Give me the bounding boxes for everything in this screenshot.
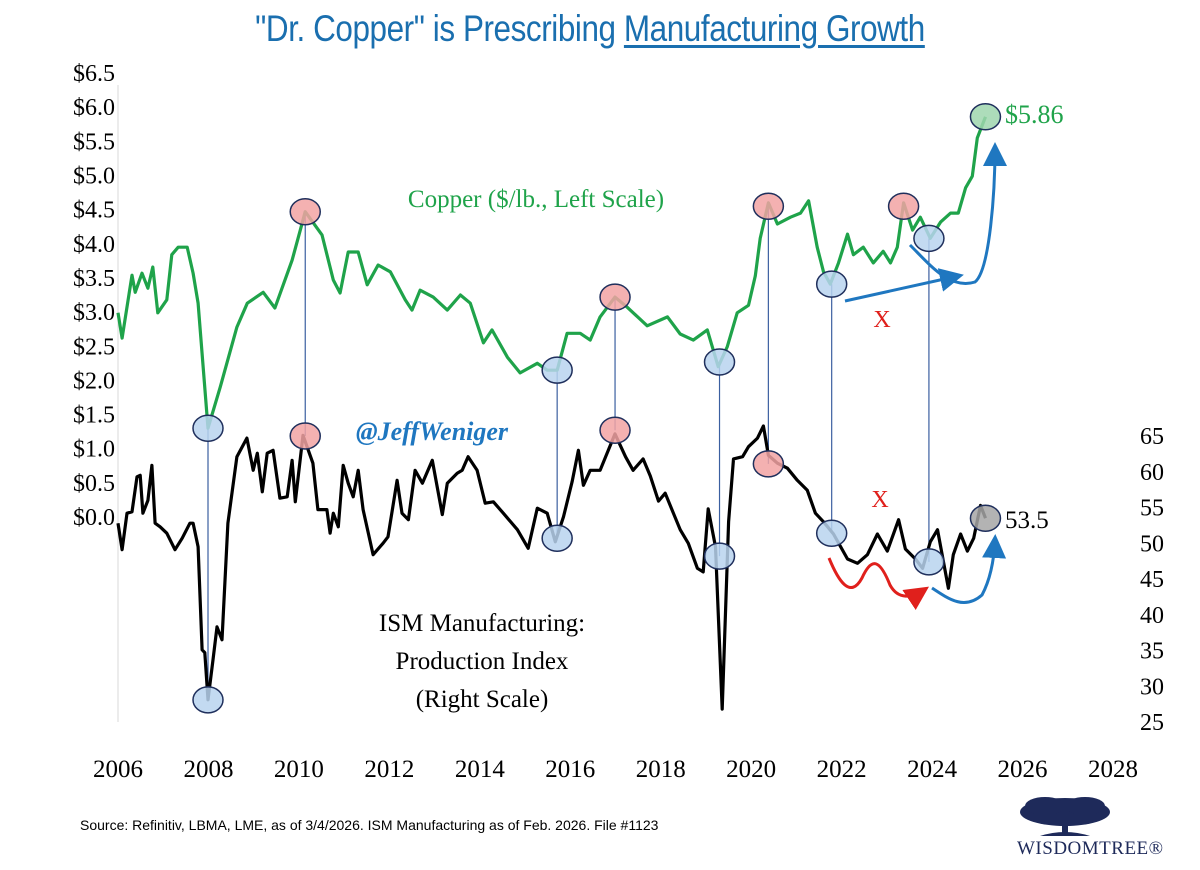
copper-peak-marker: [887, 192, 920, 220]
copper-trough-marker: [815, 270, 848, 298]
right-tick-label: 45: [1140, 567, 1164, 593]
ism-latest-label: 53.5: [1005, 507, 1049, 534]
left-tick-label: $0.5: [73, 471, 115, 497]
ism-trough-marker: [815, 519, 848, 547]
left-tick-label: $6.0: [73, 95, 115, 121]
blue-arrow-ism-curve: [931, 534, 1007, 605]
ism-series-line: [116, 424, 987, 711]
copper-peak-marker: [289, 197, 321, 226]
blue-arrow-copper-curve: [908, 142, 1007, 285]
wisdomtree-tree-logo: [1020, 797, 1110, 836]
right-tick-label: 30: [1140, 674, 1164, 700]
title-text: "Dr. Copper" is Prescribing: [255, 8, 624, 49]
ism-trough-marker: [192, 686, 224, 714]
wisdomtree-logo-text: WISDOMTREE®: [1017, 838, 1164, 859]
title-underlined-text: Manufacturing Growth: [623, 8, 925, 49]
left-tick-label: $3.5: [73, 266, 115, 292]
author-handle: @JeffWeniger: [356, 417, 509, 446]
x-mark-bottom: X: [871, 487, 888, 513]
x-axis-ticks: 2006 2008 2010 2012 2014 2016 2018 2020 2022 2024…: [93, 756, 1138, 783]
ism-latest-marker: [969, 504, 1002, 532]
ism-trough-marker: [541, 524, 573, 552]
left-tick-label: $4.0: [73, 232, 115, 258]
x-tick-label: 2008: [183, 756, 233, 783]
ism-label-line-3: (Right Scale): [416, 686, 549, 713]
left-tick-label: $2.5: [73, 334, 115, 360]
copper-trough-marker: [913, 224, 945, 253]
x-tick-label: 2012: [364, 756, 414, 783]
x-tick-label: 2006: [93, 756, 143, 783]
ism-label-line-2: Production Index: [396, 648, 569, 675]
x-tick-label: 2028: [1088, 756, 1138, 783]
copper-trough-marker: [192, 414, 224, 442]
left-tick-label: $1.0: [73, 437, 115, 463]
right-tick-label: 55: [1140, 496, 1164, 522]
x-tick-label: 2024: [907, 756, 958, 783]
right-tick-label: 50: [1140, 531, 1164, 557]
copper-trough-marker: [541, 356, 573, 384]
left-tick-label: $1.5: [73, 403, 115, 429]
ism-peak-marker: [599, 416, 631, 445]
left-tick-label: $2.0: [73, 368, 115, 394]
copper-trough-marker: [703, 348, 736, 376]
right-axis-ticks: 65 60 55 50 45 40 35 30 25: [1140, 424, 1164, 736]
left-tick-label: $3.0: [73, 300, 115, 326]
ism-peak-marker: [752, 450, 785, 478]
x-tick-label: 2026: [998, 756, 1048, 783]
ism-trough-marker: [913, 548, 945, 576]
markers: [192, 103, 1002, 714]
right-tick-label: 25: [1140, 710, 1164, 736]
blue-arrow-copper-straight: [844, 268, 964, 303]
left-tick-label: $0.0: [73, 505, 115, 531]
copper-peak-marker: [599, 283, 631, 311]
x-tick-label: 2018: [636, 756, 686, 783]
right-tick-label: 40: [1140, 603, 1164, 629]
right-tick-label: 60: [1140, 460, 1164, 486]
ism-peak-marker: [289, 422, 321, 450]
x-tick-label: 2022: [817, 756, 867, 783]
copper-latest-marker: [969, 103, 1002, 131]
left-tick-label: $5.5: [73, 129, 115, 155]
x-tick-label: 2010: [274, 756, 324, 783]
chart-title: "Dr. Copper" is Prescribing Manufacturin…: [89, 8, 1092, 50]
left-axis-ticks: $6.5 $6.0 $5.5 $5.0 $4.5 $4.0 $3.5 $3.0 $2.5 $2.0…: [73, 61, 115, 531]
x-tick-label: 2020: [726, 756, 776, 783]
right-tick-label: 35: [1140, 639, 1164, 665]
right-tick-label: 65: [1140, 424, 1164, 450]
ism-trough-marker: [703, 542, 736, 570]
ism-label-line-1: ISM Manufacturing:: [379, 610, 585, 637]
x-tick-label: 2014: [455, 756, 506, 783]
x-tick-label: 2016: [545, 756, 595, 783]
marker-connectors: [207, 206, 930, 700]
copper-latest-label: $5.86: [1005, 100, 1064, 129]
left-tick-label: $5.0: [73, 164, 115, 190]
copper-peak-marker: [752, 192, 785, 220]
source-note: Source: Refinitiv, LBMA, LME, as of 3/4/…: [80, 817, 659, 833]
left-tick-label: $4.5: [73, 198, 115, 224]
x-mark-top: X: [873, 307, 890, 333]
red-arrow-ism-wave: [827, 557, 929, 610]
copper-series-label: Copper ($/lb., Left Scale): [408, 186, 664, 213]
left-tick-label: $6.5: [73, 61, 115, 87]
